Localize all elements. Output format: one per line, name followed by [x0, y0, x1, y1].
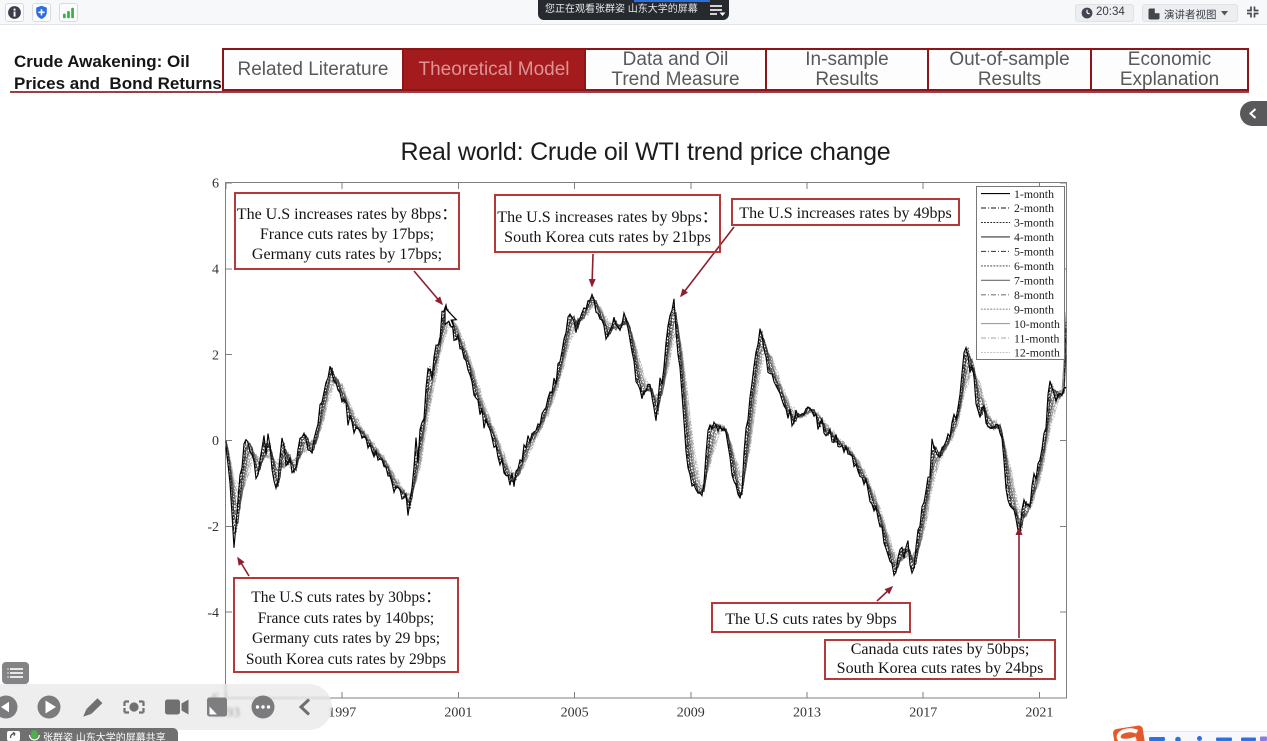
svg-text:2009: 2009	[677, 706, 705, 721]
svg-text:9-month: 9-month	[1014, 302, 1054, 316]
svg-text:6-month: 6-month	[1014, 259, 1054, 273]
svg-text:8-month: 8-month	[1014, 288, 1054, 302]
svg-text:2013: 2013	[793, 706, 821, 721]
svg-text:2017: 2017	[909, 706, 937, 721]
svg-text:4-month: 4-month	[1014, 230, 1054, 244]
svg-text:-2: -2	[207, 520, 219, 535]
svg-text:2-month: 2-month	[1014, 201, 1054, 215]
svg-text:0: 0	[212, 434, 219, 449]
svg-text:2021: 2021	[1025, 706, 1053, 721]
svg-text:-4: -4	[207, 606, 219, 621]
svg-text:3-month: 3-month	[1014, 216, 1054, 230]
svg-text:6: 6	[212, 177, 219, 192]
svg-text:11-month: 11-month	[1014, 331, 1060, 345]
svg-text:2001: 2001	[444, 706, 472, 721]
svg-text:7-month: 7-month	[1014, 274, 1054, 288]
svg-text:2005: 2005	[561, 706, 589, 721]
svg-text:12-month: 12-month	[1014, 346, 1060, 360]
svg-text:4: 4	[212, 262, 219, 277]
svg-text:10-month: 10-month	[1014, 317, 1060, 331]
svg-text:1997: 1997	[328, 706, 356, 721]
svg-text:5-month: 5-month	[1014, 245, 1054, 259]
svg-text:2: 2	[212, 348, 219, 363]
svg-text:1-month: 1-month	[1014, 187, 1054, 201]
